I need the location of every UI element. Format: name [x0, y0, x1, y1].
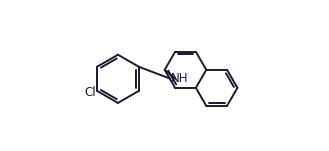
Text: Cl: Cl	[84, 86, 96, 99]
Text: NH: NH	[171, 72, 188, 85]
